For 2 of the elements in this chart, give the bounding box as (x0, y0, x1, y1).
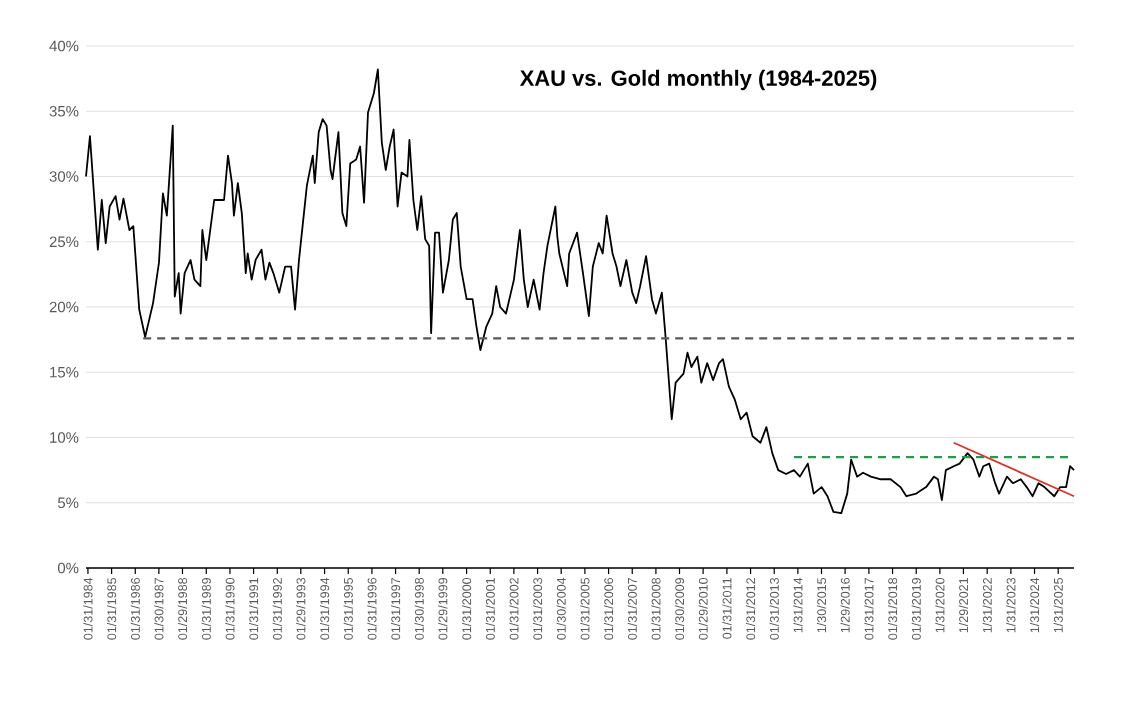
text: XAU vs. Gold monthly (1984-2025) (519, 69, 877, 91)
line-series (85, 68, 1075, 515)
